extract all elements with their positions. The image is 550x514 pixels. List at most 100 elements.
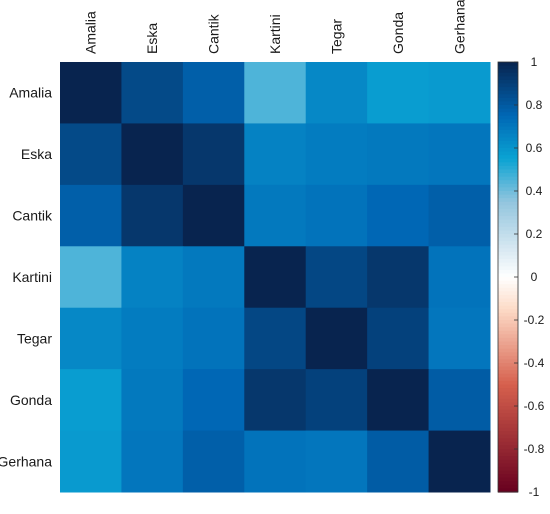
heatmap-cell-amalia-eska — [121, 62, 184, 124]
heatmap-cell-tegar-cantik — [182, 307, 245, 370]
colorbar-segment — [498, 363, 518, 368]
colorbar-segment — [498, 169, 518, 174]
colorbar-segment — [498, 323, 518, 328]
colorbar-segment — [498, 230, 518, 235]
colorbar-segment — [498, 151, 518, 156]
colorbar-segment — [498, 305, 518, 310]
heatmap-cell-tegar-gonda — [367, 307, 430, 370]
colorbar-segment — [498, 223, 518, 228]
colorbar-tick-label: 0 — [531, 270, 538, 284]
colorbar-segment — [498, 112, 518, 117]
colorbar-segment — [498, 355, 518, 361]
colorbar-segment — [498, 248, 518, 253]
colorbar-segment — [498, 105, 518, 110]
colorbar-segment — [498, 416, 518, 421]
colorbar-tick-label: 0.8 — [526, 98, 543, 112]
colorbar-segment — [498, 212, 518, 217]
heatmap-cell-eska-tegar — [305, 123, 368, 186]
colorbar-segment — [498, 180, 518, 185]
colorbar-segment — [498, 237, 518, 242]
colorbar-segment — [498, 380, 518, 386]
colorbar-segment — [498, 269, 518, 275]
colorbar-segment — [498, 208, 518, 214]
colorbar-segment — [498, 395, 518, 400]
colorbar-segment — [498, 434, 518, 439]
heatmap-cell-amalia-gonda — [367, 62, 430, 124]
colorbar-segment — [498, 449, 518, 454]
colorbar-segment — [498, 398, 518, 404]
column-labels: Amalia Eska Cantik Kartini Tegar Gonda Gerhana — [83, 0, 468, 54]
colorbar-segment — [498, 488, 518, 493]
colorbar-segment — [498, 234, 518, 239]
colorbar-segment — [498, 241, 518, 246]
row-labels: Amalia Eska Cantik Kartini Tegar Gonda Gerhana — [0, 85, 53, 470]
colorbar-segment — [498, 474, 518, 479]
heatmap-cell-gonda-gerhana — [428, 369, 491, 432]
column-label-tegar: Tegar — [328, 19, 344, 54]
colorbar-segment — [498, 183, 518, 189]
colorbar-segment — [498, 262, 518, 267]
heatmap-cell-amalia-cantik — [182, 62, 245, 124]
colorbar-tick-label: 0.6 — [526, 141, 543, 155]
colorbar-segment — [498, 108, 518, 113]
colorbar-segment — [498, 337, 518, 343]
heatmap-cell-cantik-gerhana — [428, 184, 491, 247]
colorbar-segment — [498, 373, 518, 378]
colorbar-segment — [498, 316, 518, 321]
colorbar-segment — [498, 115, 518, 120]
colorbar-segment — [498, 79, 518, 85]
heatmap-cell-amalia-kartini — [244, 62, 307, 124]
heatmap-cell-gerhana-amalia — [60, 430, 122, 493]
colorbar-segment — [498, 309, 518, 314]
colorbar-segment — [498, 158, 518, 163]
colorbar-segment — [498, 484, 518, 490]
colorbar-segment — [498, 409, 518, 414]
heatmap-cell-kartini-amalia — [60, 246, 122, 309]
colorbar-tick-label: 0.4 — [526, 184, 543, 198]
colorbar-segment — [498, 277, 518, 282]
colorbar-segment — [498, 140, 518, 146]
colorbar-segment — [498, 348, 518, 353]
colorbar-segment — [498, 459, 518, 464]
colorbar-segment — [498, 420, 518, 425]
heatmap-cell-gerhana-cantik — [182, 430, 245, 493]
colorbar-segment — [498, 377, 518, 382]
colorbar-segment — [498, 76, 518, 81]
heatmap-cell-cantik-kartini — [244, 184, 307, 247]
heatmap-cell-gonda-cantik — [182, 369, 245, 432]
colorbar-segment — [498, 205, 518, 210]
heatmap-cell-cantik-gonda — [367, 184, 430, 247]
column-label-gonda: Gonda — [390, 12, 406, 54]
column-label-kartini: Kartini — [267, 14, 283, 54]
heatmap-cell-tegar-gerhana — [428, 307, 491, 370]
colorbar-tick-label: -0.4 — [524, 356, 545, 370]
colorbar-segment — [498, 255, 518, 260]
colorbar-segment — [498, 251, 518, 257]
colorbar-segment — [498, 83, 518, 88]
heatmap-cell-kartini-gonda — [367, 246, 430, 309]
colorbar-segment — [498, 90, 518, 95]
colorbar-segment — [498, 201, 518, 206]
heatmap-cell-amalia-amalia — [60, 62, 122, 124]
colorbar-segment — [498, 384, 518, 389]
heatmap-cell-kartini-cantik — [182, 246, 245, 309]
heatmap-cell-kartini-eska — [121, 246, 184, 309]
colorbar-segment — [498, 352, 518, 357]
heatmap-cell-gerhana-gerhana — [428, 430, 491, 493]
colorbar-segment — [498, 173, 518, 178]
colorbar-segment — [498, 65, 518, 70]
colorbar-segment — [498, 119, 518, 124]
colorbar-segment — [498, 72, 518, 77]
heatmap-cell-cantik-tegar — [305, 184, 368, 247]
colorbar-segment — [498, 298, 518, 303]
colorbar-segment — [498, 359, 518, 364]
heatmap-cell-amalia-gerhana — [428, 62, 491, 124]
colorbar-segment — [498, 101, 518, 106]
row-label-eska: Eska — [21, 146, 52, 162]
heatmap-cell-tegar-tegar — [305, 307, 368, 370]
colorbar-segment — [498, 133, 518, 138]
colorbar-segment — [498, 94, 518, 99]
colorbar-tick-label: 0.2 — [526, 227, 543, 241]
row-label-amalia: Amalia — [9, 85, 52, 101]
